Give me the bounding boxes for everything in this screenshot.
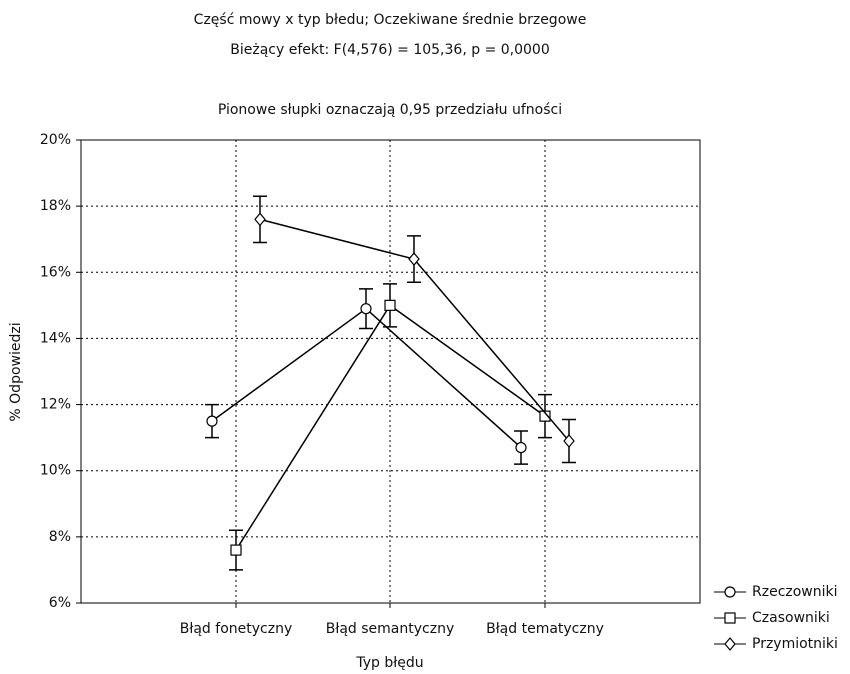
marker <box>724 612 736 624</box>
marker <box>254 212 266 227</box>
x-tick-label: Błąd semantyczny <box>326 621 454 637</box>
marker <box>539 410 551 422</box>
marker <box>408 252 420 266</box>
chart-title: Część mowy x typ błedu; Oczekiwane średn… <box>194 12 587 28</box>
marker <box>384 299 396 311</box>
y-tick-label: 16% <box>40 264 71 280</box>
marker <box>206 415 218 427</box>
y-tick-label: 10% <box>40 463 71 479</box>
marker <box>230 544 242 556</box>
marker <box>515 441 527 454</box>
legend-label: Czasowniki <box>752 610 830 626</box>
legend-label: Rzeczowniki <box>752 584 838 600</box>
marker <box>724 586 736 598</box>
y-tick-label: 14% <box>40 330 71 346</box>
y-tick-label: 12% <box>40 397 71 413</box>
y-tick-label: 20% <box>40 132 71 148</box>
marker <box>360 303 372 315</box>
marker <box>724 637 736 651</box>
y-tick-label: 6% <box>49 595 71 611</box>
x-tick-label: Błąd fonetyczny <box>180 621 292 637</box>
chart-subtitle: Bieżący efekt: F(4,576) = 105,36, p = 0,… <box>230 42 549 58</box>
marker <box>563 434 575 448</box>
legend-label: Przymiotniki <box>752 636 838 652</box>
y-axis-label: % Odpowiedzi <box>8 322 24 421</box>
y-tick-label: 8% <box>49 529 71 545</box>
x-axis-label: Typ błędu <box>355 655 423 671</box>
annotation: Pionowe słupki oznaczają 0,95 przedziału… <box>218 102 562 118</box>
x-tick-label: Błąd tematyczny <box>486 621 604 637</box>
y-tick-label: 18% <box>40 198 71 214</box>
